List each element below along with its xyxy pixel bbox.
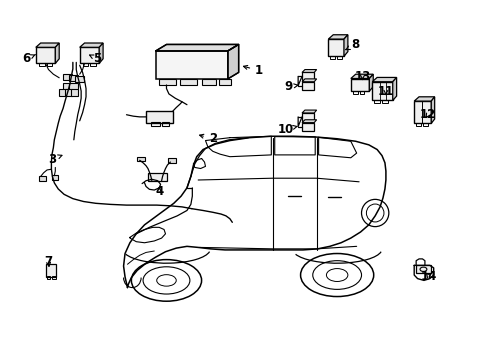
Bar (75, 76, 83, 82)
Bar (359, 91, 364, 94)
Text: 4: 4 (155, 185, 163, 198)
Bar (151, 122, 159, 126)
Bar (168, 158, 175, 163)
Bar (413, 101, 430, 123)
Text: 3: 3 (48, 153, 62, 166)
Text: 13: 13 (354, 69, 370, 82)
Bar (422, 123, 427, 126)
Text: 6: 6 (22, 52, 36, 65)
Polygon shape (328, 35, 347, 39)
Text: 1: 1 (243, 64, 263, 77)
Bar (159, 78, 176, 85)
Bar (39, 63, 44, 66)
Text: 5: 5 (89, 52, 101, 65)
Bar (36, 47, 55, 63)
Text: 9: 9 (284, 80, 298, 93)
Bar (302, 82, 314, 90)
Bar (63, 74, 72, 80)
Bar (59, 89, 66, 96)
Text: 10: 10 (277, 122, 296, 136)
Bar (148, 173, 167, 181)
Bar (45, 264, 56, 277)
Bar (350, 78, 368, 91)
Bar (39, 176, 45, 181)
Polygon shape (227, 44, 238, 79)
Bar (71, 89, 78, 96)
Bar (82, 63, 88, 66)
Bar (302, 123, 314, 131)
Bar (180, 78, 197, 85)
Bar (373, 100, 379, 103)
Bar (65, 89, 72, 96)
Polygon shape (430, 97, 434, 123)
Polygon shape (371, 77, 396, 82)
Polygon shape (302, 79, 316, 82)
Bar (52, 175, 58, 180)
Bar (219, 78, 231, 85)
Bar (137, 157, 144, 161)
Polygon shape (80, 43, 103, 47)
Text: 2: 2 (199, 132, 216, 145)
Bar (352, 91, 357, 94)
Polygon shape (55, 43, 59, 63)
Bar (52, 276, 56, 279)
Bar (156, 51, 227, 79)
Bar (146, 111, 172, 123)
Polygon shape (156, 44, 238, 51)
Bar (47, 276, 50, 279)
Polygon shape (368, 74, 372, 91)
Bar (415, 123, 420, 126)
Bar (302, 72, 314, 80)
Bar (201, 78, 216, 85)
Bar (161, 122, 168, 126)
Bar (46, 63, 52, 66)
Polygon shape (302, 69, 316, 72)
Bar (69, 75, 78, 81)
Bar (80, 47, 99, 63)
Polygon shape (36, 43, 59, 47)
Bar (330, 56, 334, 59)
Text: 7: 7 (44, 255, 52, 268)
Bar (415, 265, 430, 273)
Text: 11: 11 (377, 85, 393, 98)
Bar (90, 63, 96, 66)
Text: 12: 12 (419, 108, 435, 121)
Bar (328, 39, 343, 56)
Polygon shape (343, 35, 347, 56)
Text: 14: 14 (420, 270, 436, 283)
Polygon shape (350, 74, 372, 78)
Polygon shape (392, 77, 396, 100)
Polygon shape (99, 43, 103, 63)
Bar (63, 83, 72, 90)
Bar (381, 100, 387, 103)
Text: 8: 8 (345, 38, 359, 51)
Bar (69, 83, 78, 90)
Bar (371, 82, 392, 100)
Polygon shape (413, 97, 434, 101)
Polygon shape (302, 110, 316, 113)
Bar (336, 56, 341, 59)
Polygon shape (302, 120, 316, 123)
Bar (302, 113, 314, 121)
